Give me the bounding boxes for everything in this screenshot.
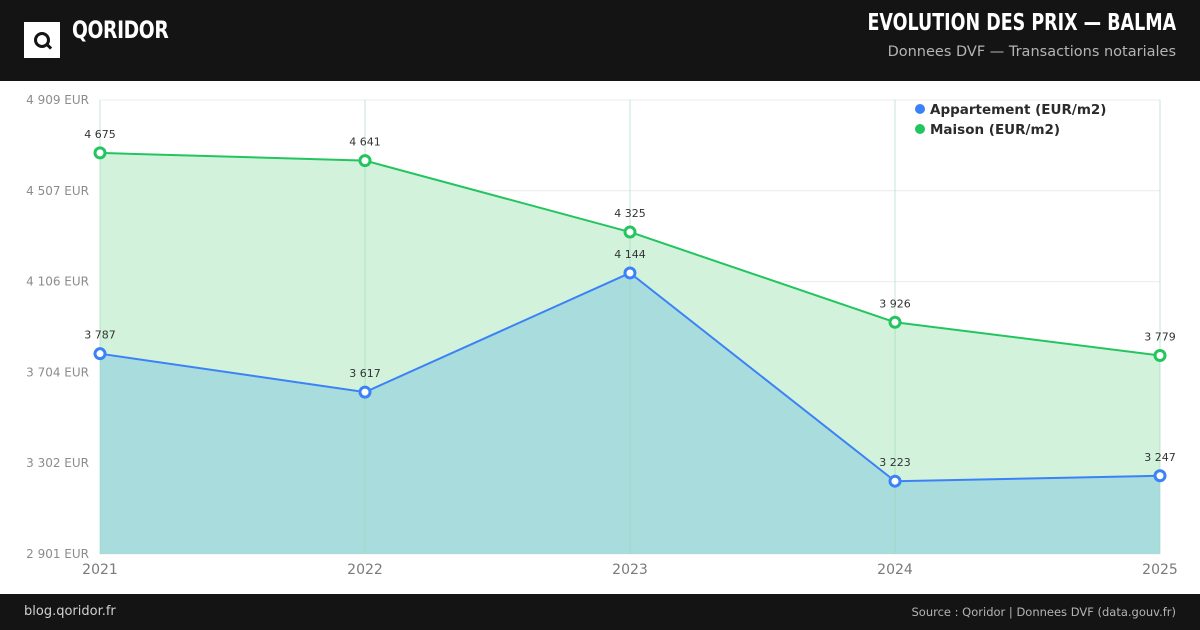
header: QORIDOR EVOLUTION DES PRIX — BALMA Donne…	[0, 0, 1200, 81]
logo-q-icon	[34, 32, 50, 48]
legend-marker-appartement	[915, 104, 925, 114]
footer: blog.qoridor.fr Source : Qoridor | Donne…	[0, 594, 1200, 630]
y-tick-label: 3 704 EUR	[26, 365, 89, 379]
appartement-data-label: 3 617	[349, 367, 381, 380]
appartement-point	[93, 347, 107, 361]
brand-name: QORIDOR	[72, 16, 169, 44]
appartement-point	[1153, 469, 1167, 483]
appartement-data-label: 3 247	[1144, 451, 1176, 464]
maison-point	[93, 146, 107, 160]
appartement-data-label: 3 787	[84, 329, 116, 342]
maison-data-label: 4 675	[84, 128, 116, 141]
x-tick-label: 2025	[1142, 562, 1178, 578]
y-tick-label: 4 507 EUR	[26, 184, 89, 198]
maison-point	[1153, 348, 1167, 362]
chart-subtitle: Donnees DVF — Transactions notariales	[887, 44, 1176, 60]
maison-data-label: 4 641	[349, 136, 381, 149]
maison-data-label: 4 325	[614, 207, 646, 220]
footer-site: blog.qoridor.fr	[24, 604, 116, 619]
y-tick-label: 4 106 EUR	[26, 275, 89, 289]
x-tick-label: 2021	[82, 562, 118, 578]
y-tick-label: 4 909 EUR	[26, 93, 89, 107]
maison-data-label: 3 779	[1144, 330, 1176, 343]
logo	[24, 22, 60, 58]
y-tick-label: 3 302 EUR	[26, 456, 89, 470]
footer-source: Source : Qoridor | Donnees DVF (data.gou…	[911, 605, 1177, 619]
y-tick-label: 2 901 EUR	[26, 547, 89, 561]
chart-title: EVOLUTION DES PRIX — BALMA	[867, 10, 1176, 36]
maison-point	[888, 315, 902, 329]
x-tick-label: 2023	[612, 562, 648, 578]
x-tick-label: 2024	[877, 562, 913, 578]
x-tick-label: 2022	[347, 562, 383, 578]
appartement-point	[623, 266, 637, 280]
appartement-data-label: 3 223	[879, 456, 911, 469]
maison-point	[358, 154, 372, 168]
price-chart: 2 901 EUR 3 302 EUR 3 704 EUR 4 106 EUR 4 50…	[26, 93, 1178, 578]
legend-marker-maison	[915, 124, 925, 134]
appartement-data-label: 4 144	[614, 248, 646, 261]
maison-point	[623, 225, 637, 239]
legend-label: Maison (EUR/m2)	[930, 122, 1060, 138]
appartement-point	[358, 385, 372, 399]
maison-data-label: 3 926	[879, 297, 911, 310]
appartement-point	[888, 474, 902, 488]
legend-label: Appartement (EUR/m2)	[930, 102, 1106, 118]
